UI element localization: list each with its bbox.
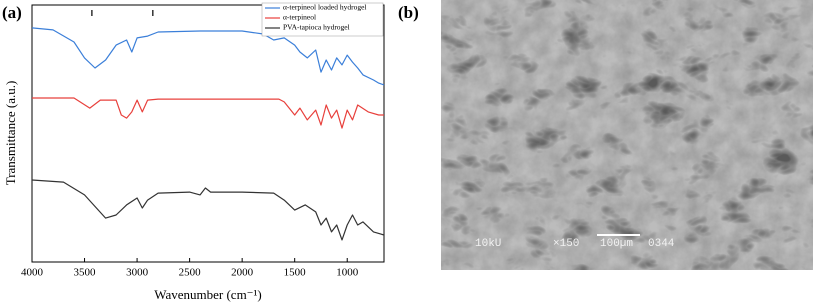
panel-label: (a) (2, 3, 22, 22)
legend-label: α-terpineol (283, 13, 316, 22)
plot-frame (31, 4, 385, 263)
x-tick-label: 1500 (284, 267, 307, 279)
spectrum-line (32, 97, 384, 129)
legend-label: α-terpineol loaded hydrogel (283, 3, 367, 12)
sem-scale: 100µm (600, 238, 633, 250)
legend-box (261, 2, 384, 37)
x-tick-label: 2500 (179, 267, 202, 279)
sem-image (441, 0, 813, 270)
spectrum-line (31, 179, 385, 241)
sem-magnification: ×150 (553, 238, 579, 250)
sem-id: 0344 (648, 238, 675, 250)
x-tick-label: 4000 (21, 267, 44, 279)
x-tick-label: 3000 (126, 267, 149, 279)
legend-label: PVA-tapioca hydrogel (283, 23, 350, 32)
x-tick-label: 2000 (231, 267, 254, 279)
sem-pores (441, 0, 813, 270)
x-tick-label: 3500 (74, 267, 97, 279)
y-axis-label: Transmittance (a.u.) (3, 81, 18, 186)
spectrum-line (31, 27, 385, 86)
x-axis-label: Wavenumber (cm⁻¹) (154, 287, 262, 302)
panel-label: (b) (398, 3, 419, 22)
x-tick-label: 1000 (336, 267, 359, 279)
sem-voltage: 10kU (475, 238, 501, 250)
